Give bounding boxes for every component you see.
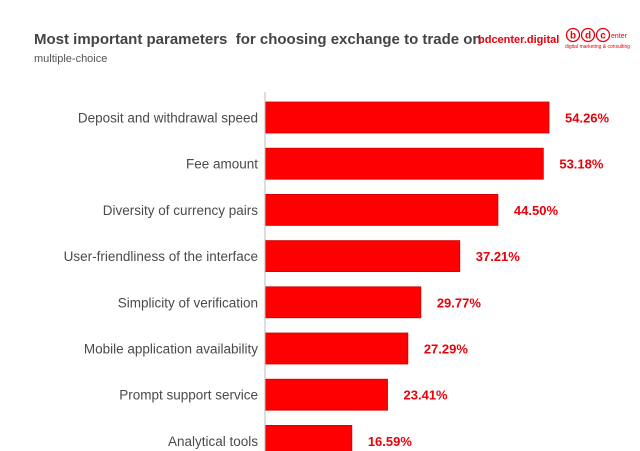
chart-title: Most important parameters for choosing e… <box>34 31 482 48</box>
brand-link[interactable]: bdcenter.digital <box>478 34 560 46</box>
bar-3 <box>264 240 461 273</box>
value-label-0: 54.26% <box>565 111 610 126</box>
value-label-4: 29.77% <box>437 295 482 310</box>
logo-word: enter <box>611 33 627 40</box>
value-label-3: 37.21% <box>476 249 521 264</box>
bar-1 <box>264 147 544 180</box>
logo-letter-c: c <box>600 31 606 42</box>
value-label-6: 23.41% <box>404 388 449 403</box>
value-label-2: 44.50% <box>514 203 559 218</box>
category-label-3: User-friendliness of the interface <box>64 249 258 264</box>
category-label-0: Deposit and withdrawal speed <box>78 111 258 126</box>
bar-6 <box>264 378 388 411</box>
bar-0 <box>264 101 550 134</box>
logo-letter-d: d <box>585 31 591 42</box>
category-label-7: Analytical tools <box>168 434 258 449</box>
bar-4 <box>264 286 422 319</box>
value-label-5: 27.29% <box>424 342 469 357</box>
bar-2 <box>264 193 499 226</box>
chart-subtitle: multiple-choice <box>34 53 108 65</box>
category-label-4: Simplicity of verification <box>118 295 258 310</box>
value-label-7: 16.59% <box>368 434 413 449</box>
category-label-2: Diversity of currency pairs <box>103 203 259 218</box>
value-label-1: 53.18% <box>559 157 604 172</box>
logo-tagline: digital marketing & consulting <box>565 44 631 50</box>
bars-group: Deposit and withdrawal speed 54.26% Fee am… <box>64 101 610 451</box>
category-label-6: Prompt support service <box>119 388 258 403</box>
bdcenter-logo-icon: b d c enter <box>565 27 627 43</box>
bar-7 <box>264 424 353 451</box>
category-label-5: Mobile application availability <box>84 342 258 357</box>
bar-5 <box>264 332 409 365</box>
category-label-1: Fee amount <box>186 157 258 172</box>
logo-letter-b: b <box>570 31 576 42</box>
